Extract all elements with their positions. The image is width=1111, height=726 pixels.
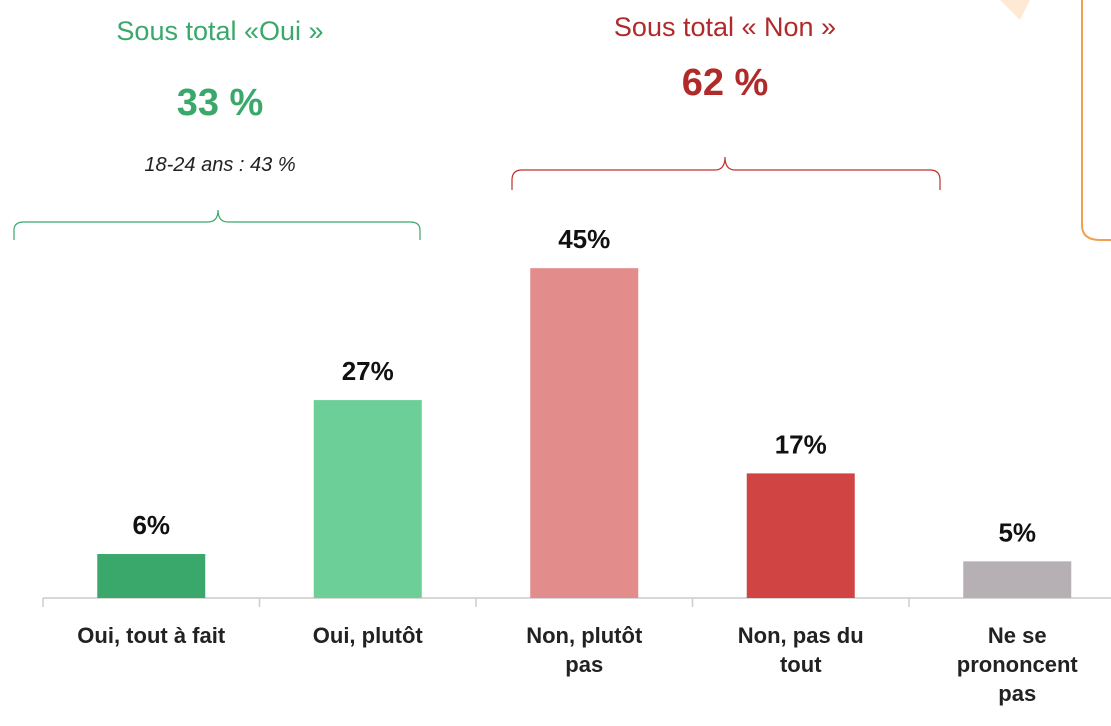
- x-tick-label: Non, pas du tout: [737, 623, 864, 677]
- x-tick-label: Oui, tout à fait: [77, 623, 226, 648]
- oui-title: Sous total «Oui »: [116, 16, 324, 46]
- non-total: 62 %: [681, 62, 769, 104]
- oui-note: 18-24 ans : 43 %: [144, 154, 296, 176]
- callout-box: [1081, 0, 1111, 241]
- x-tick-label: Oui, plutôt: [312, 623, 423, 648]
- data-label: 17%: [775, 429, 827, 459]
- bar: [963, 561, 1072, 598]
- data-label: 27%: [342, 356, 394, 386]
- oui-bracket: [13, 209, 421, 240]
- x-tick-label: Ne se prononcent pas: [956, 623, 1078, 706]
- non-bracket: [511, 156, 941, 190]
- data-label: 6%: [132, 510, 170, 540]
- bar: [313, 400, 422, 598]
- x-tick-label: Non, plutôt pas: [526, 623, 643, 677]
- oui-total: 33 %: [176, 82, 264, 124]
- bar: [97, 554, 206, 598]
- data-label: 5%: [998, 517, 1036, 547]
- non-title: Sous total « Non »: [613, 12, 837, 42]
- bar: [530, 268, 639, 598]
- bar: [746, 473, 855, 598]
- callout-pointer: [1000, 0, 1030, 20]
- data-label: 45%: [558, 224, 610, 254]
